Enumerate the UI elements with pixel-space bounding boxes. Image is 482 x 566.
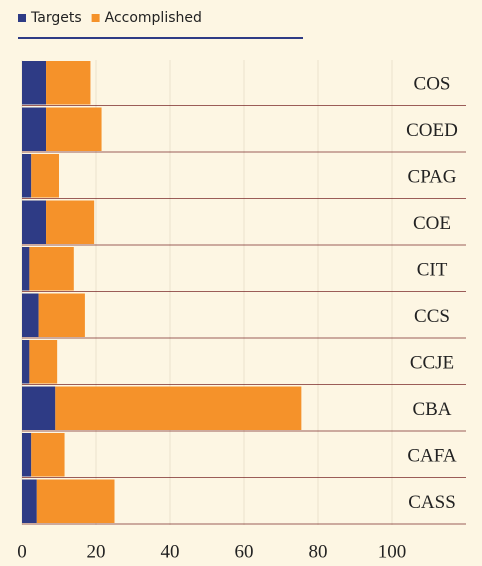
bar xyxy=(22,107,47,151)
bar xyxy=(31,433,65,477)
legend-label: Accomplished xyxy=(105,10,202,26)
bar xyxy=(22,61,47,105)
x-tick-label: 100 xyxy=(378,541,407,562)
x-tick-label: 20 xyxy=(87,541,106,562)
x-tick-label: 0 xyxy=(17,541,27,562)
legend-label: Targets xyxy=(30,10,82,26)
x-tick-label: 80 xyxy=(309,541,328,562)
category-label: CBA xyxy=(412,399,451,420)
bar xyxy=(55,386,302,430)
bar xyxy=(46,61,91,105)
x-tick-label: 60 xyxy=(235,541,254,562)
bar xyxy=(22,154,32,198)
bar xyxy=(22,479,37,523)
category-label: CPAG xyxy=(408,167,457,188)
bar xyxy=(22,433,32,477)
bar xyxy=(38,293,85,337)
bar xyxy=(31,154,59,198)
category-label: CASS xyxy=(408,492,456,513)
category-label: CAFA xyxy=(407,446,457,467)
category-label: CCJE xyxy=(410,353,454,374)
category-label: CCS xyxy=(414,306,450,327)
bar xyxy=(46,200,95,244)
bar xyxy=(29,340,58,384)
bar xyxy=(29,247,74,291)
x-tick-label: 40 xyxy=(161,541,180,562)
bar xyxy=(46,107,102,151)
legend-swatch xyxy=(18,14,26,22)
category-label: COE xyxy=(413,213,451,234)
bar xyxy=(36,479,115,523)
bar xyxy=(22,386,56,430)
category-label: COS xyxy=(414,74,451,95)
bar xyxy=(22,340,30,384)
category-label: CIT xyxy=(417,260,448,281)
bar xyxy=(22,200,47,244)
category-label: COED xyxy=(406,120,458,141)
legend-swatch xyxy=(91,14,100,22)
bar xyxy=(22,293,39,337)
bar xyxy=(22,247,30,291)
